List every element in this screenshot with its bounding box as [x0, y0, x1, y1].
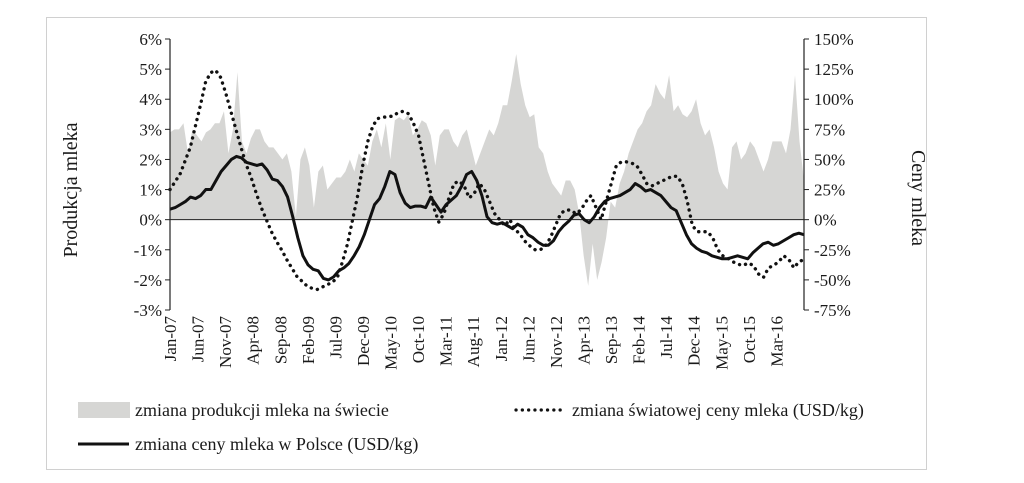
series-line-poland-price: [169, 154, 805, 282]
right-tick-label: -50%: [814, 271, 851, 290]
left-tick-label: -2%: [134, 271, 162, 290]
series-area-world-production: [170, 54, 804, 286]
x-tick-label: Feb-09: [299, 316, 318, 364]
x-tick-label: Apr-08: [244, 316, 263, 365]
left-tick-label: 0%: [139, 211, 162, 230]
x-tick-label: May-15: [712, 316, 731, 370]
x-tick-label: Jan-12: [492, 316, 511, 361]
left-tick-label: 1%: [139, 181, 162, 200]
x-tick-label: Jun-07: [189, 316, 208, 363]
x-tick-label: Sep-13: [602, 316, 621, 364]
right-tick-label: 50%: [814, 150, 845, 169]
series-line-world-price: [168, 68, 806, 292]
left-tick-label: 5%: [139, 60, 162, 79]
x-tick-label: Jul-09: [326, 316, 345, 359]
x-tick-label: Jan-07: [161, 316, 180, 362]
legend-label-world-price: zmiana światowej ceny mleka (USD/kg): [572, 400, 864, 421]
right-tick-label: 0%: [814, 211, 837, 230]
right-tick-label: 25%: [814, 181, 845, 200]
left-tick-label: 3%: [139, 120, 162, 139]
x-tick-label: Sep-08: [271, 316, 290, 364]
x-tick-label: Nov-07: [216, 316, 235, 368]
x-axis: Jan-07 Jun-07 Nov-07 Apr-08 Sep-08 Feb-09 Jul-…: [161, 316, 786, 370]
x-tick-label: Jun-12: [519, 316, 538, 362]
x-tick-label: Jul-14: [657, 316, 676, 359]
left-tick-label: -3%: [134, 301, 162, 320]
left-tick-label: 6%: [139, 30, 162, 49]
legend-item-world-production: zmiana produkcji mleka na świecie: [78, 400, 389, 420]
legend-swatch-area: [78, 402, 130, 418]
x-tick-label: Feb-14: [630, 316, 649, 365]
x-tick-label: Apr-13: [575, 316, 594, 365]
right-tick-label: -75%: [814, 301, 851, 320]
left-axis: 6% 5% 4% 3% 2% 1% 0% -1% -2% -3%: [134, 30, 171, 320]
x-tick-label: Dec-14: [685, 316, 704, 367]
x-tick-label: Aug-11: [464, 316, 483, 367]
right-axis-title: Ceny mleka: [907, 150, 929, 246]
right-tick-label: 75%: [814, 120, 845, 139]
left-tick-label: 2%: [139, 150, 162, 169]
x-tick-label: Nov-12: [547, 316, 566, 368]
legend-label-poland-price: zmiana ceny mleka w Polsce (USD/kg): [135, 434, 418, 455]
left-tick-label: -1%: [134, 241, 162, 260]
plot-area: [168, 54, 806, 292]
x-tick-label: Mar-16: [767, 316, 786, 367]
right-tick-label: 100%: [814, 90, 854, 109]
legend: zmiana produkcji mleka na świecie zmiana…: [78, 400, 864, 455]
left-tick-label: 4%: [139, 90, 162, 109]
right-tick-label: 125%: [814, 60, 854, 79]
legend-item-poland-price: zmiana ceny mleka w Polsce (USD/kg): [78, 434, 418, 455]
x-tick-label: May-10: [382, 316, 401, 370]
x-tick-label: Oct-10: [409, 316, 428, 363]
x-tick-label: Dec-09: [354, 316, 373, 366]
x-tick-label: Oct-15: [740, 316, 759, 363]
legend-label-world-production: zmiana produkcji mleka na świecie: [135, 400, 389, 420]
legend-item-world-price: zmiana światowej ceny mleka (USD/kg): [514, 400, 864, 421]
x-tick-label: Mar-11: [437, 316, 456, 366]
right-tick-label: 150%: [814, 30, 854, 49]
left-axis-title: Produkcja mleka: [60, 122, 82, 257]
right-axis: 150% 125% 100% 75% 50% 25% 0% -25% -50% -75%: [803, 30, 854, 320]
right-tick-label: -25%: [814, 241, 851, 260]
